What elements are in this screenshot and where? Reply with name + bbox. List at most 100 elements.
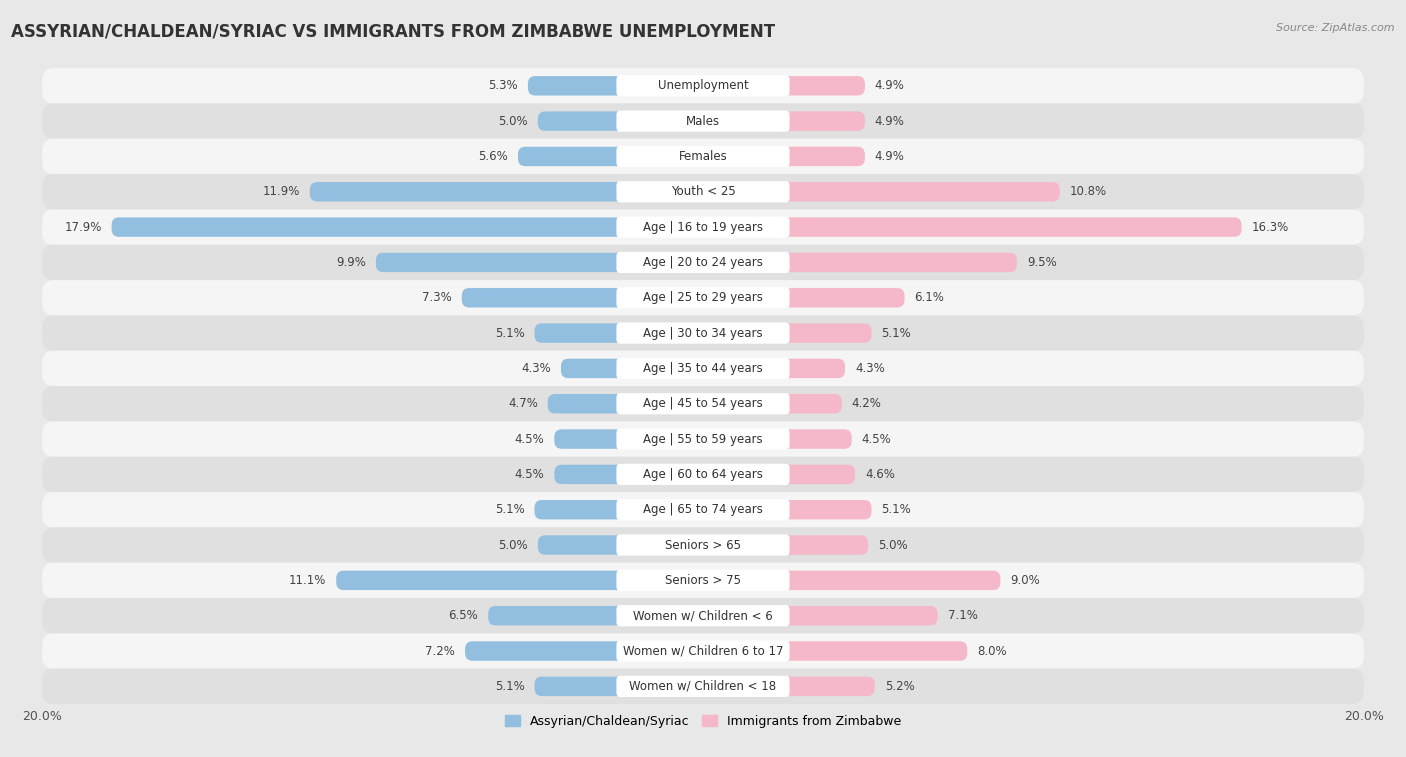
FancyBboxPatch shape [616,322,790,344]
FancyBboxPatch shape [42,422,1364,456]
FancyBboxPatch shape [616,499,790,520]
Text: Women w/ Children < 18: Women w/ Children < 18 [630,680,776,693]
Text: 5.1%: 5.1% [495,503,524,516]
FancyBboxPatch shape [703,217,1241,237]
FancyBboxPatch shape [703,571,1001,590]
Text: Females: Females [679,150,727,163]
Text: Age | 25 to 29 years: Age | 25 to 29 years [643,291,763,304]
FancyBboxPatch shape [616,676,790,697]
FancyBboxPatch shape [616,75,790,96]
FancyBboxPatch shape [616,358,790,379]
FancyBboxPatch shape [554,429,703,449]
FancyBboxPatch shape [534,323,703,343]
Text: 5.3%: 5.3% [488,79,517,92]
FancyBboxPatch shape [703,606,938,625]
Text: ASSYRIAN/CHALDEAN/SYRIAC VS IMMIGRANTS FROM ZIMBABWE UNEMPLOYMENT: ASSYRIAN/CHALDEAN/SYRIAC VS IMMIGRANTS F… [11,23,775,41]
Text: 4.5%: 4.5% [515,468,544,481]
FancyBboxPatch shape [488,606,703,625]
FancyBboxPatch shape [42,598,1364,634]
Text: 17.9%: 17.9% [65,220,101,234]
FancyBboxPatch shape [703,429,852,449]
Text: 9.9%: 9.9% [336,256,366,269]
FancyBboxPatch shape [42,174,1364,210]
Text: 6.5%: 6.5% [449,609,478,622]
Text: Age | 20 to 24 years: Age | 20 to 24 years [643,256,763,269]
Text: 5.1%: 5.1% [495,326,524,340]
FancyBboxPatch shape [616,534,790,556]
FancyBboxPatch shape [616,181,790,202]
FancyBboxPatch shape [561,359,703,378]
FancyBboxPatch shape [42,210,1364,245]
Text: 8.0%: 8.0% [977,644,1007,658]
FancyBboxPatch shape [616,640,790,662]
Text: Youth < 25: Youth < 25 [671,185,735,198]
Text: Age | 35 to 44 years: Age | 35 to 44 years [643,362,763,375]
FancyBboxPatch shape [703,182,1060,201]
FancyBboxPatch shape [703,677,875,696]
FancyBboxPatch shape [616,146,790,167]
Text: 7.1%: 7.1% [948,609,977,622]
Text: Age | 45 to 54 years: Age | 45 to 54 years [643,397,763,410]
FancyBboxPatch shape [616,111,790,132]
Text: 11.1%: 11.1% [290,574,326,587]
Text: 4.3%: 4.3% [522,362,551,375]
Text: 4.2%: 4.2% [852,397,882,410]
Text: 4.9%: 4.9% [875,114,904,128]
FancyBboxPatch shape [703,111,865,131]
FancyBboxPatch shape [42,528,1364,562]
Text: Women w/ Children < 6: Women w/ Children < 6 [633,609,773,622]
FancyBboxPatch shape [616,393,790,414]
FancyBboxPatch shape [42,350,1364,386]
Text: 9.5%: 9.5% [1026,256,1056,269]
FancyBboxPatch shape [703,641,967,661]
Text: 11.9%: 11.9% [263,185,299,198]
FancyBboxPatch shape [703,394,842,413]
FancyBboxPatch shape [703,500,872,519]
Text: 6.1%: 6.1% [914,291,945,304]
FancyBboxPatch shape [616,605,790,626]
Text: 4.5%: 4.5% [862,432,891,446]
Text: 9.0%: 9.0% [1011,574,1040,587]
Text: 5.1%: 5.1% [882,503,911,516]
FancyBboxPatch shape [616,428,790,450]
Text: 5.0%: 5.0% [498,538,527,552]
Text: 7.3%: 7.3% [422,291,451,304]
FancyBboxPatch shape [42,139,1364,174]
FancyBboxPatch shape [616,217,790,238]
FancyBboxPatch shape [703,76,865,95]
FancyBboxPatch shape [616,570,790,591]
FancyBboxPatch shape [537,111,703,131]
FancyBboxPatch shape [703,535,868,555]
FancyBboxPatch shape [703,465,855,484]
FancyBboxPatch shape [42,68,1364,104]
FancyBboxPatch shape [461,288,703,307]
Text: 4.9%: 4.9% [875,79,904,92]
Text: 4.5%: 4.5% [515,432,544,446]
FancyBboxPatch shape [42,492,1364,528]
FancyBboxPatch shape [465,641,703,661]
Text: 5.2%: 5.2% [884,680,914,693]
FancyBboxPatch shape [616,287,790,308]
Text: 5.1%: 5.1% [495,680,524,693]
FancyBboxPatch shape [517,147,703,167]
Text: Source: ZipAtlas.com: Source: ZipAtlas.com [1277,23,1395,33]
Text: 16.3%: 16.3% [1251,220,1289,234]
FancyBboxPatch shape [42,386,1364,422]
Text: 5.0%: 5.0% [879,538,908,552]
FancyBboxPatch shape [703,359,845,378]
FancyBboxPatch shape [42,245,1364,280]
Text: Age | 30 to 34 years: Age | 30 to 34 years [643,326,763,340]
Text: 5.1%: 5.1% [882,326,911,340]
FancyBboxPatch shape [616,252,790,273]
Legend: Assyrian/Chaldean/Syriac, Immigrants from Zimbabwe: Assyrian/Chaldean/Syriac, Immigrants fro… [499,710,907,733]
FancyBboxPatch shape [537,535,703,555]
Text: Age | 16 to 19 years: Age | 16 to 19 years [643,220,763,234]
FancyBboxPatch shape [703,323,872,343]
Text: Age | 55 to 59 years: Age | 55 to 59 years [643,432,763,446]
FancyBboxPatch shape [616,464,790,485]
FancyBboxPatch shape [534,500,703,519]
FancyBboxPatch shape [375,253,703,273]
Text: 4.6%: 4.6% [865,468,894,481]
FancyBboxPatch shape [534,677,703,696]
FancyBboxPatch shape [554,465,703,484]
